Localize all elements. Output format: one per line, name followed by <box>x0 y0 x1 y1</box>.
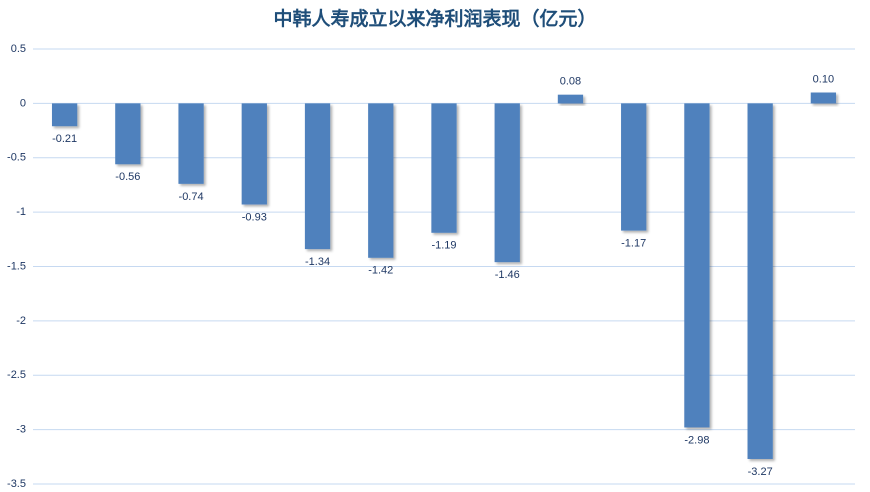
bar <box>747 103 773 459</box>
value-label: -1.46 <box>495 269 520 281</box>
y-tick-label: -2.5 <box>7 369 26 381</box>
bar <box>494 103 520 263</box>
bar <box>368 103 394 258</box>
y-tick-label: -3.5 <box>7 478 26 490</box>
y-tick-label: -2 <box>16 315 26 327</box>
bar <box>431 103 457 233</box>
y-tick-label: -3 <box>16 424 26 436</box>
y-tick-label: -1.5 <box>7 260 26 272</box>
value-label: 0.10 <box>813 73 834 85</box>
bar <box>115 103 141 165</box>
bar <box>810 92 837 104</box>
y-tick-label: 0.5 <box>11 43 26 55</box>
y-tick-label: -1 <box>16 206 26 218</box>
value-label: -0.93 <box>242 211 267 223</box>
value-label: -1.42 <box>368 265 393 277</box>
value-label: -1.34 <box>305 256 330 268</box>
value-label: -0.56 <box>115 171 140 183</box>
value-label: -0.74 <box>179 191 204 203</box>
y-tick-label: 0 <box>20 97 26 109</box>
value-label: -1.17 <box>621 238 646 250</box>
value-label: -3.27 <box>748 466 773 478</box>
value-label: -1.19 <box>431 240 456 252</box>
bar <box>684 103 710 428</box>
bar <box>178 103 204 184</box>
value-label: -0.21 <box>52 133 77 145</box>
value-label: -2.98 <box>684 434 709 446</box>
bar <box>51 103 78 127</box>
bar <box>557 94 584 104</box>
bar <box>304 103 331 250</box>
bar <box>241 103 267 205</box>
value-label: 0.08 <box>560 76 581 88</box>
y-tick-label: -0.5 <box>7 152 26 164</box>
bar <box>621 103 647 231</box>
chart-title: 中韩人寿成立以来净利润表现（亿元） <box>273 7 596 30</box>
